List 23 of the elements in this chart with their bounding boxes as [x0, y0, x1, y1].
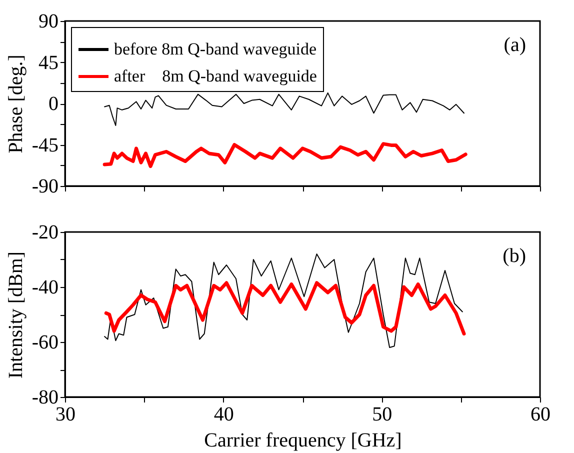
y-tick-label: -20 — [32, 222, 58, 244]
annotation: (a) — [504, 34, 526, 56]
y-axis-title: Phase [deg.] — [4, 54, 27, 154]
x-tick-label: 40 — [214, 404, 234, 426]
x-tick-label: 60 — [530, 404, 550, 426]
y-tick-label: 45 — [38, 52, 58, 74]
y-tick-label: -90 — [32, 176, 58, 198]
line-series — [104, 281, 466, 336]
y-tick-label: -45 — [32, 134, 58, 156]
y-tick-label: -80 — [32, 386, 58, 408]
line-series — [104, 92, 464, 126]
x-tick-label: 30 — [56, 404, 76, 426]
x-tick-label: 50 — [372, 404, 392, 426]
annotation: (b) — [502, 245, 526, 267]
y-tick-label: 90 — [38, 10, 58, 32]
y-axis-title: Intensity [dBm] — [4, 251, 27, 379]
x-axis-title: Carrier frequency [GHz] — [204, 430, 402, 452]
line-series — [102, 142, 468, 168]
y-tick-label: -60 — [32, 332, 58, 354]
legend-label: after 8m Q-band waveguide — [114, 66, 317, 86]
y-tick-label: 0 — [48, 93, 58, 115]
y-tick-label: -40 — [32, 276, 58, 298]
legend-label: before 8m Q-band waveguide — [114, 40, 317, 58]
